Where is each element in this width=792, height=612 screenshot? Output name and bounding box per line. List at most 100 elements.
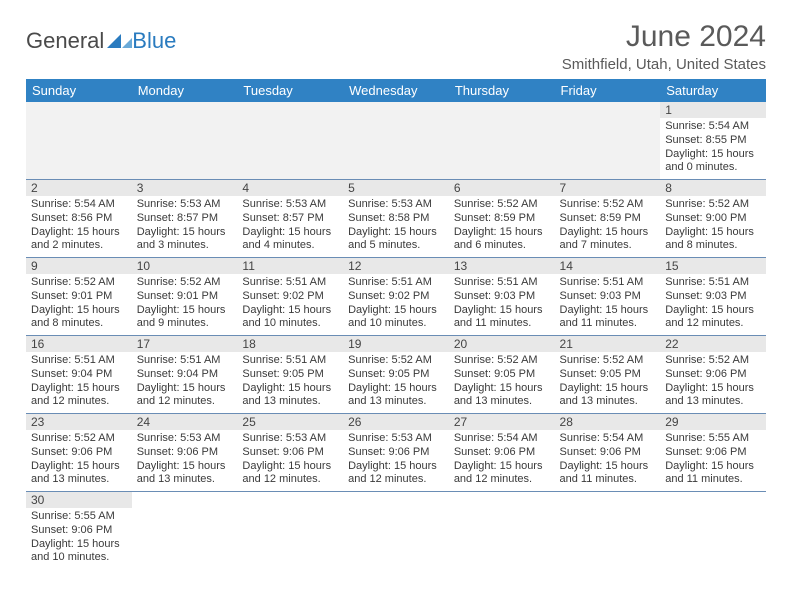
calendar-cell: 27Sunrise: 5:54 AMSunset: 9:06 PMDayligh… — [449, 414, 555, 492]
day-number: 15 — [660, 258, 766, 274]
calendar-table: Sunday Monday Tuesday Wednesday Thursday… — [26, 79, 766, 569]
day-details: Sunrise: 5:55 AMSunset: 9:06 PMDaylight:… — [660, 430, 766, 491]
calendar-cell: 25Sunrise: 5:53 AMSunset: 9:06 PMDayligh… — [237, 414, 343, 492]
day-number: 24 — [132, 414, 238, 430]
calendar-cell: 13Sunrise: 5:51 AMSunset: 9:03 PMDayligh… — [449, 258, 555, 336]
day-number: 25 — [237, 414, 343, 430]
calendar-cell — [237, 102, 343, 180]
day-details: Sunrise: 5:51 AMSunset: 9:04 PMDaylight:… — [26, 352, 132, 413]
calendar-cell: 19Sunrise: 5:52 AMSunset: 9:05 PMDayligh… — [343, 336, 449, 414]
day-details: Sunrise: 5:54 AMSunset: 9:06 PMDaylight:… — [449, 430, 555, 491]
day-details: Sunrise: 5:52 AMSunset: 9:05 PMDaylight:… — [555, 352, 661, 413]
day-number: 9 — [26, 258, 132, 274]
calendar-cell: 4Sunrise: 5:53 AMSunset: 8:57 PMDaylight… — [237, 180, 343, 258]
logo-sail-small-icon — [122, 38, 132, 48]
calendar-cell — [26, 102, 132, 180]
calendar-cell: 9Sunrise: 5:52 AMSunset: 9:01 PMDaylight… — [26, 258, 132, 336]
page-title: June 2024 — [562, 20, 766, 54]
day-details: Sunrise: 5:52 AMSunset: 9:05 PMDaylight:… — [343, 352, 449, 413]
header: General Blue June 2024 Smithfield, Utah,… — [26, 20, 766, 73]
day-details: Sunrise: 5:51 AMSunset: 9:02 PMDaylight:… — [343, 274, 449, 335]
day-details: Sunrise: 5:53 AMSunset: 9:06 PMDaylight:… — [343, 430, 449, 491]
col-saturday: Saturday — [660, 79, 766, 102]
day-number: 17 — [132, 336, 238, 352]
calendar-cell: 2Sunrise: 5:54 AMSunset: 8:56 PMDaylight… — [26, 180, 132, 258]
day-number: 14 — [555, 258, 661, 274]
calendar-cell: 10Sunrise: 5:52 AMSunset: 9:01 PMDayligh… — [132, 258, 238, 336]
calendar-cell: 18Sunrise: 5:51 AMSunset: 9:05 PMDayligh… — [237, 336, 343, 414]
calendar-cell: 3Sunrise: 5:53 AMSunset: 8:57 PMDaylight… — [132, 180, 238, 258]
calendar-cell: 11Sunrise: 5:51 AMSunset: 9:02 PMDayligh… — [237, 258, 343, 336]
calendar-header-row: Sunday Monday Tuesday Wednesday Thursday… — [26, 79, 766, 102]
day-details: Sunrise: 5:52 AMSunset: 9:01 PMDaylight:… — [132, 274, 238, 335]
calendar-cell: 8Sunrise: 5:52 AMSunset: 9:00 PMDaylight… — [660, 180, 766, 258]
logo-sail-icon — [107, 34, 121, 48]
day-details: Sunrise: 5:53 AMSunset: 9:06 PMDaylight:… — [132, 430, 238, 491]
day-details: Sunrise: 5:51 AMSunset: 9:02 PMDaylight:… — [237, 274, 343, 335]
day-number: 13 — [449, 258, 555, 274]
day-details: Sunrise: 5:51 AMSunset: 9:05 PMDaylight:… — [237, 352, 343, 413]
calendar-cell: 15Sunrise: 5:51 AMSunset: 9:03 PMDayligh… — [660, 258, 766, 336]
day-details: Sunrise: 5:54 AMSunset: 9:06 PMDaylight:… — [555, 430, 661, 491]
day-number: 28 — [555, 414, 661, 430]
day-details: Sunrise: 5:52 AMSunset: 8:59 PMDaylight:… — [449, 196, 555, 257]
day-number: 23 — [26, 414, 132, 430]
calendar-cell: 28Sunrise: 5:54 AMSunset: 9:06 PMDayligh… — [555, 414, 661, 492]
day-number: 18 — [237, 336, 343, 352]
calendar-cell: 16Sunrise: 5:51 AMSunset: 9:04 PMDayligh… — [26, 336, 132, 414]
calendar-cell: 24Sunrise: 5:53 AMSunset: 9:06 PMDayligh… — [132, 414, 238, 492]
calendar-cell — [132, 102, 238, 180]
day-details: Sunrise: 5:53 AMSunset: 8:58 PMDaylight:… — [343, 196, 449, 257]
day-number: 11 — [237, 258, 343, 274]
location-label: Smithfield, Utah, United States — [562, 56, 766, 73]
day-details: Sunrise: 5:51 AMSunset: 9:04 PMDaylight:… — [132, 352, 238, 413]
logo: General Blue — [26, 28, 176, 54]
col-wednesday: Wednesday — [343, 79, 449, 102]
day-number: 16 — [26, 336, 132, 352]
calendar-cell: 21Sunrise: 5:52 AMSunset: 9:05 PMDayligh… — [555, 336, 661, 414]
calendar-cell: 20Sunrise: 5:52 AMSunset: 9:05 PMDayligh… — [449, 336, 555, 414]
logo-text-2: Blue — [132, 28, 176, 54]
day-number: 7 — [555, 180, 661, 196]
col-monday: Monday — [132, 79, 238, 102]
day-details: Sunrise: 5:51 AMSunset: 9:03 PMDaylight:… — [449, 274, 555, 335]
day-number: 19 — [343, 336, 449, 352]
day-details: Sunrise: 5:52 AMSunset: 8:59 PMDaylight:… — [555, 196, 661, 257]
day-number: 29 — [660, 414, 766, 430]
calendar-cell — [237, 492, 343, 570]
day-details: Sunrise: 5:54 AMSunset: 8:56 PMDaylight:… — [26, 196, 132, 257]
day-details: Sunrise: 5:55 AMSunset: 9:06 PMDaylight:… — [26, 508, 132, 569]
day-number: 30 — [26, 492, 132, 508]
day-details: Sunrise: 5:51 AMSunset: 9:03 PMDaylight:… — [660, 274, 766, 335]
calendar-cell — [555, 102, 661, 180]
day-number: 8 — [660, 180, 766, 196]
calendar-cell — [660, 492, 766, 570]
calendar-cell — [132, 492, 238, 570]
calendar-row: 16Sunrise: 5:51 AMSunset: 9:04 PMDayligh… — [26, 336, 766, 414]
calendar-cell: 12Sunrise: 5:51 AMSunset: 9:02 PMDayligh… — [343, 258, 449, 336]
calendar-cell — [449, 102, 555, 180]
calendar-cell — [555, 492, 661, 570]
logo-text-1: General — [26, 28, 104, 54]
calendar-cell: 14Sunrise: 5:51 AMSunset: 9:03 PMDayligh… — [555, 258, 661, 336]
day-details: Sunrise: 5:52 AMSunset: 9:06 PMDaylight:… — [660, 352, 766, 413]
calendar-cell: 17Sunrise: 5:51 AMSunset: 9:04 PMDayligh… — [132, 336, 238, 414]
day-details: Sunrise: 5:54 AMSunset: 8:55 PMDaylight:… — [660, 118, 766, 179]
day-number: 4 — [237, 180, 343, 196]
day-details: Sunrise: 5:52 AMSunset: 9:00 PMDaylight:… — [660, 196, 766, 257]
day-details: Sunrise: 5:53 AMSunset: 9:06 PMDaylight:… — [237, 430, 343, 491]
col-thursday: Thursday — [449, 79, 555, 102]
calendar-cell — [343, 492, 449, 570]
col-friday: Friday — [555, 79, 661, 102]
day-number: 21 — [555, 336, 661, 352]
col-sunday: Sunday — [26, 79, 132, 102]
calendar-cell — [343, 102, 449, 180]
calendar-cell: 29Sunrise: 5:55 AMSunset: 9:06 PMDayligh… — [660, 414, 766, 492]
calendar-cell: 1Sunrise: 5:54 AMSunset: 8:55 PMDaylight… — [660, 102, 766, 180]
day-number: 5 — [343, 180, 449, 196]
day-details: Sunrise: 5:53 AMSunset: 8:57 PMDaylight:… — [132, 196, 238, 257]
calendar-cell: 6Sunrise: 5:52 AMSunset: 8:59 PMDaylight… — [449, 180, 555, 258]
day-number: 12 — [343, 258, 449, 274]
calendar-cell — [449, 492, 555, 570]
day-number: 6 — [449, 180, 555, 196]
